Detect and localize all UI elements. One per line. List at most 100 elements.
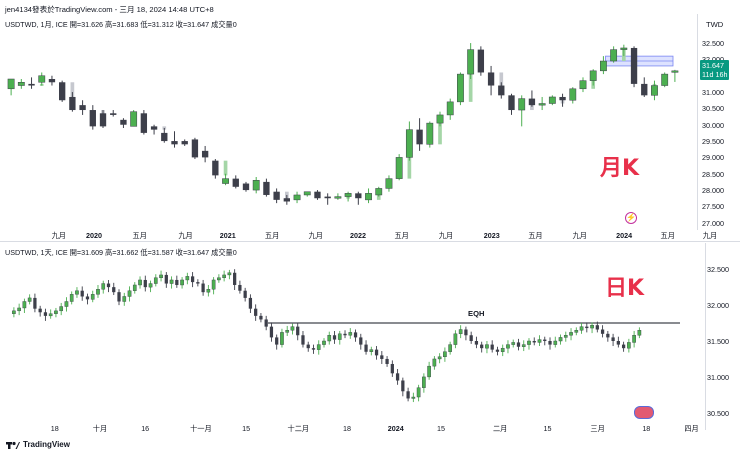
daily-candle-body bbox=[227, 272, 232, 276]
daily-candle-body bbox=[301, 335, 305, 345]
monthly-candle-body bbox=[487, 72, 495, 86]
monthly-candle-body bbox=[110, 113, 117, 115]
monthly-y-tick-label: 28.000 bbox=[702, 186, 724, 196]
daily-candle-body bbox=[590, 325, 594, 329]
daily-candle-body bbox=[222, 274, 226, 279]
monthly-candle-body bbox=[548, 96, 556, 104]
daily-candle-body bbox=[217, 277, 221, 281]
monthly-x-tick-label: 九月 bbox=[438, 231, 454, 240]
daily-candle-body bbox=[254, 308, 258, 316]
daily-candle-body bbox=[190, 276, 195, 283]
monthly-ghost-bar bbox=[468, 74, 473, 102]
monthly-x-tick-label: 2021 bbox=[219, 231, 236, 240]
daily-candle-body bbox=[395, 373, 400, 381]
daily-candle-body bbox=[385, 358, 389, 364]
monthly-x-tick-label: 2022 bbox=[350, 231, 366, 240]
monthly-candle-body bbox=[355, 193, 362, 199]
monthly-candle-body bbox=[99, 113, 107, 127]
monthly-candle-body bbox=[48, 79, 56, 83]
monthly-candle-body bbox=[252, 180, 260, 191]
daily-y-tick-label: 31.000 bbox=[707, 372, 729, 382]
monthly-countdown: 11d 16h bbox=[702, 70, 728, 79]
monthly-x-tick-label: 五月 bbox=[264, 231, 280, 240]
daily-candle-body bbox=[96, 289, 100, 295]
monthly-y-tick-label: 29.000 bbox=[702, 153, 724, 163]
daily-x-tick-label: 18 bbox=[642, 424, 651, 433]
daily-candle-body bbox=[33, 297, 37, 309]
monthly-candle-body bbox=[222, 178, 229, 184]
daily-candle-body bbox=[616, 341, 620, 345]
monthly-candle-body bbox=[293, 194, 301, 201]
daily-candle-body bbox=[474, 341, 479, 345]
monthly-ghost-bar bbox=[70, 82, 75, 101]
daily-candle-body bbox=[606, 333, 610, 338]
daily-candle-body bbox=[448, 344, 452, 352]
daily-candle-body bbox=[579, 326, 584, 331]
daily-candle-body bbox=[269, 326, 274, 338]
tradingview-brand[interactable]: TradingView bbox=[6, 440, 70, 449]
daily-candle-body bbox=[59, 306, 64, 312]
daily-candle-body bbox=[637, 330, 642, 336]
monthly-x-tick-label: 五月 bbox=[660, 231, 675, 240]
monthly-y-tick-label: 30.000 bbox=[702, 120, 724, 130]
daily-candle-body bbox=[432, 358, 437, 367]
monthly-candle-body bbox=[620, 47, 628, 50]
monthly-candle-body bbox=[426, 122, 434, 145]
daily-candle-body bbox=[600, 329, 605, 334]
monthly-y-tick-label: 31.000 bbox=[702, 88, 724, 98]
daily-candle-body bbox=[374, 349, 379, 356]
lightning-icon[interactable]: ⚡ bbox=[625, 212, 637, 224]
monthly-candle-body bbox=[283, 198, 290, 202]
daily-y-tick-label: 31.500 bbox=[707, 337, 729, 346]
daily-x-tick-label: 十一月 bbox=[190, 424, 212, 433]
daily-candle-body bbox=[169, 279, 174, 284]
monthly-y-tick-label: 27.500 bbox=[702, 202, 724, 212]
daily-x-tick-label: 15 bbox=[242, 424, 251, 433]
daily-candle-body bbox=[80, 290, 84, 297]
daily-candle-body bbox=[238, 284, 242, 291]
daily-candle-body bbox=[175, 279, 179, 285]
daily-candle-body bbox=[153, 277, 158, 284]
daily-candle-body bbox=[537, 339, 542, 343]
daily-candle-body bbox=[443, 351, 447, 358]
daily-candle-body bbox=[585, 326, 589, 329]
daily-candle-body bbox=[516, 342, 521, 347]
flag-icon[interactable] bbox=[634, 406, 654, 419]
daily-candle-body bbox=[527, 340, 531, 345]
monthly-candle-body bbox=[661, 73, 669, 86]
daily-candle-body bbox=[332, 335, 337, 340]
daily-candle-body bbox=[543, 339, 547, 341]
daily-candle-body bbox=[106, 283, 111, 288]
daily-candle-body bbox=[359, 337, 363, 345]
daily-candle-body bbox=[296, 326, 300, 336]
daily-candle-body bbox=[322, 340, 326, 345]
monthly-panel-title: USDTWD, 1月, ICE 開=31.626 高=31.683 低=31.3… bbox=[5, 20, 237, 29]
daily-candle-body bbox=[353, 332, 358, 338]
monthly-candle-body bbox=[120, 119, 127, 125]
monthly-candle-body bbox=[201, 150, 209, 158]
daily-candle-body bbox=[85, 296, 90, 300]
daily-candle-body bbox=[480, 344, 484, 349]
monthly-candle-body bbox=[140, 113, 148, 133]
monthly-candle-body bbox=[273, 191, 280, 200]
monthly-candle-body bbox=[7, 78, 15, 90]
daily-candle-body bbox=[143, 279, 147, 288]
daily-candle-body bbox=[54, 310, 58, 314]
daily-candle-body bbox=[285, 330, 290, 333]
monthly-candle-body bbox=[365, 193, 372, 201]
daily-candle-body bbox=[500, 347, 505, 352]
monthly-y-tick-label: 30.500 bbox=[702, 104, 724, 114]
monthly-x-tick-label: 五月 bbox=[528, 231, 543, 240]
daily-candle-body bbox=[327, 335, 332, 342]
monthly-candle-body bbox=[630, 47, 638, 84]
daily-candle-body bbox=[259, 315, 263, 320]
daily-candle-body bbox=[611, 337, 615, 341]
monthly-candle-body bbox=[498, 85, 505, 96]
daily-candle-body bbox=[43, 312, 48, 316]
monthly-candle-body bbox=[528, 98, 536, 106]
daily-candle-body bbox=[275, 337, 279, 345]
monthly-candle-body bbox=[508, 95, 515, 111]
monthly-currency-label: TWD bbox=[706, 20, 724, 29]
